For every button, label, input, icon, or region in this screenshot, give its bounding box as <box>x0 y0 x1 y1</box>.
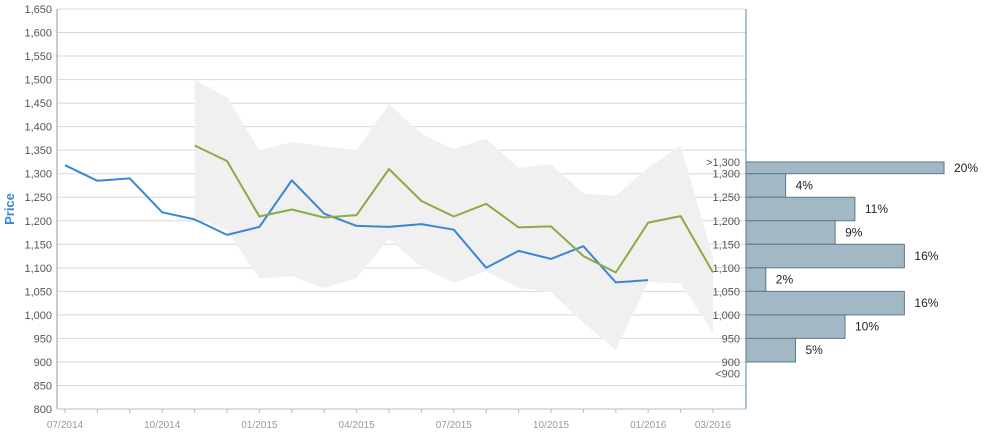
distribution-bar-label: 10% <box>855 320 879 334</box>
distribution-category-label: 1,050 <box>712 286 740 298</box>
y-tick-label: 1,650 <box>24 4 52 16</box>
distribution-bar <box>745 267 767 292</box>
series-lines <box>64 144 714 284</box>
distribution-bar <box>745 173 787 198</box>
distribution-category-label: 1,250 <box>712 192 740 204</box>
y-tick-label: 1,150 <box>24 239 52 251</box>
distribution-bar <box>745 243 905 269</box>
distribution-category-label: 1,150 <box>712 239 740 251</box>
distribution-bar-label: 9% <box>845 0 863 3</box>
distribution-category-label: 1,300 <box>712 169 740 181</box>
y-tick-label: 1,300 <box>24 169 52 181</box>
distribution-category-label: 1,000 <box>712 310 740 322</box>
x-tick-label: 01/2016 <box>630 420 667 431</box>
distribution-category-label: 1,100 <box>712 263 740 275</box>
distribution-bar <box>745 337 796 363</box>
distribution-category-label: <900 <box>715 369 740 381</box>
y-tick-label: 1,450 <box>24 98 52 110</box>
y-tick-label: 1,200 <box>24 216 52 228</box>
y-tick-label: 850 <box>34 380 52 392</box>
distribution-category-label: 1,200 <box>712 216 740 228</box>
x-tick-label: 07/2015 <box>436 420 473 431</box>
y-tick-label: 800 <box>34 404 52 416</box>
x-tick-label: 07/2014 <box>47 420 84 431</box>
distribution-bar <box>745 290 905 316</box>
x-tick-label: 01/2015 <box>241 420 278 431</box>
distribution-bars <box>745 161 945 363</box>
y-tick-label: 1,600 <box>24 28 52 40</box>
distribution-bar <box>745 220 836 245</box>
distribution-category-label: 950 <box>722 333 740 345</box>
series-line-1 <box>64 164 649 284</box>
forecast-band <box>194 79 714 351</box>
y-tick-label: 900 <box>34 357 52 369</box>
distribution-bar <box>745 161 945 175</box>
distribution-bar-label: 5% <box>806 343 824 357</box>
x-tick-label: 10/2015 <box>533 420 570 431</box>
y-tick-label: 1,350 <box>24 145 52 157</box>
y-tick-label: 1,400 <box>24 122 52 134</box>
tick-labels: 1,650 1,600 1,550 1,500 1,450 1,400 1,350 1,300… <box>24 0 978 431</box>
x-tick-label: 04/2015 <box>339 420 376 431</box>
distribution-bar-label: 11% <box>865 202 888 216</box>
distribution-bar <box>745 196 856 222</box>
y-tick-label: 1,100 <box>24 263 52 275</box>
y-tick-label: 1,500 <box>24 75 52 87</box>
y-tick-label: 1,050 <box>24 286 52 298</box>
distribution-bar-label: 2% <box>776 273 794 287</box>
distribution-bar-label: 16% <box>914 249 938 263</box>
y-tick-label: 1,000 <box>24 310 52 322</box>
distribution-bar-label: 20% <box>954 161 978 175</box>
y-axis-title: Price <box>2 193 17 225</box>
series-line-2 <box>194 144 714 274</box>
distribution-bar-label: 16% <box>914 296 938 310</box>
distribution-bar-label: 9% <box>845 226 863 240</box>
distribution-category-label: 900 <box>722 357 740 369</box>
y-tick-label: 1,550 <box>24 51 52 63</box>
y-tick-label: 950 <box>34 333 52 345</box>
y-tick-label: 1,250 <box>24 192 52 204</box>
distribution-bar <box>745 314 846 339</box>
distribution-category-label: >1,300 <box>706 157 740 169</box>
x-tick-label: 10/2014 <box>144 420 181 431</box>
forecast-band-area <box>194 79 714 351</box>
distribution-bar-label: 4% <box>796 178 814 192</box>
x-tick-label: 03/2016 <box>695 420 732 431</box>
